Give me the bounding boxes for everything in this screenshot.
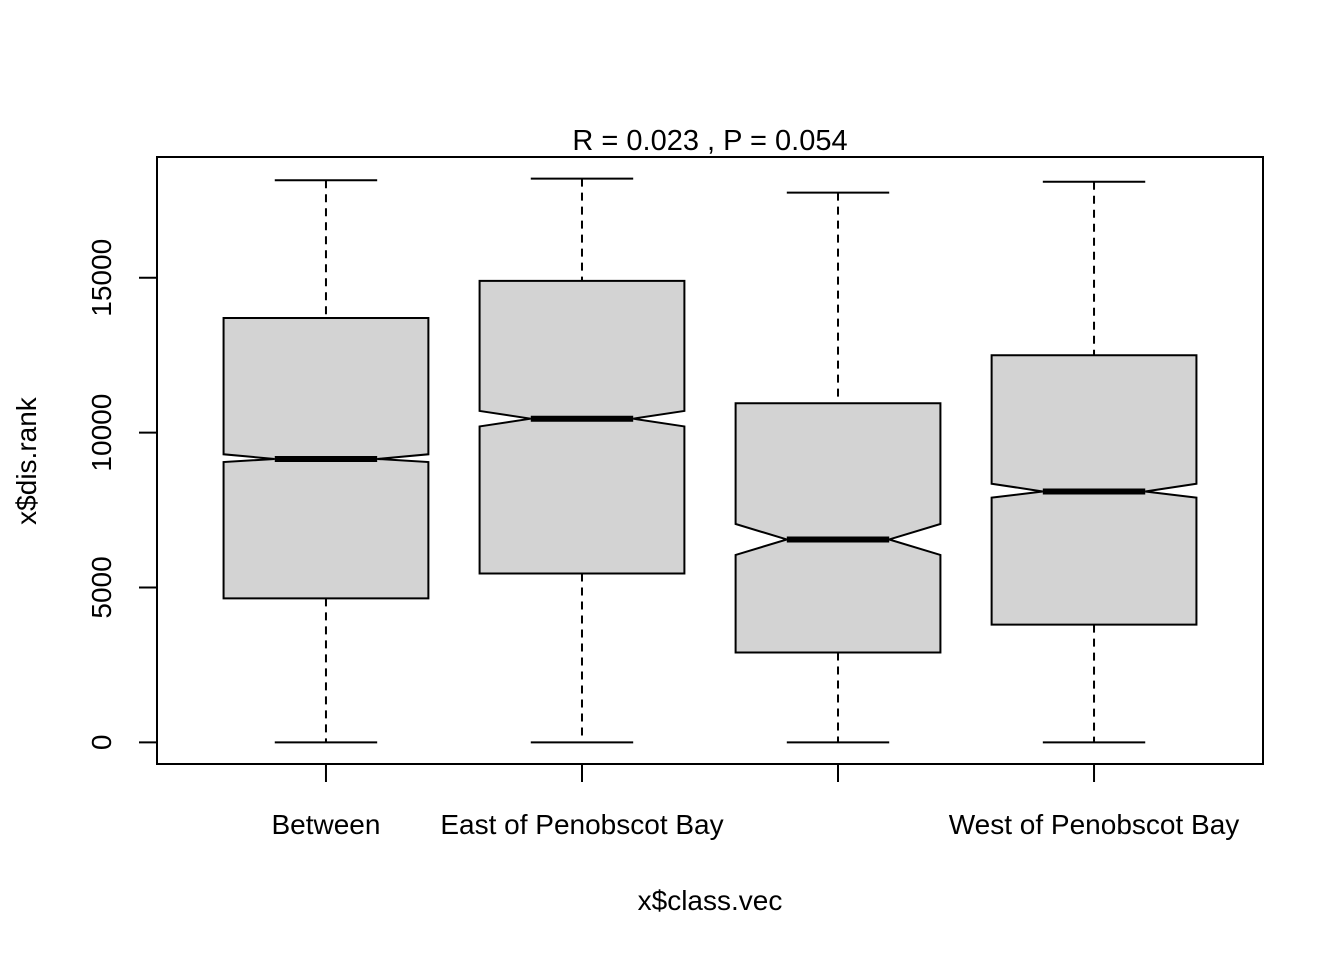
x-tick-label: East of Penobscot Bay — [440, 809, 723, 840]
x-axis-label: x$class.vec — [638, 885, 783, 916]
plot-frame — [156, 156, 1264, 765]
x-tick-label: Between — [271, 809, 380, 840]
box — [478, 279, 686, 575]
boxes-group — [222, 177, 1198, 744]
chart-title: R = 0.023 , P = 0.054 — [572, 125, 847, 157]
y-tick-label: 0 — [86, 735, 117, 751]
y-tick-label: 5000 — [86, 556, 117, 618]
x-tick-label: West of Penobscot Bay — [949, 809, 1240, 840]
y-tick-label: 15000 — [86, 239, 117, 317]
y-axis-label: x$dis.rank — [11, 396, 42, 525]
box — [734, 402, 942, 654]
y-tick-label: 10000 — [86, 394, 117, 472]
x-axis: Between East of Penobscot Bay West of Peno… — [271, 764, 1239, 840]
y-axis: 0 5000 10000 15000 — [86, 239, 157, 750]
